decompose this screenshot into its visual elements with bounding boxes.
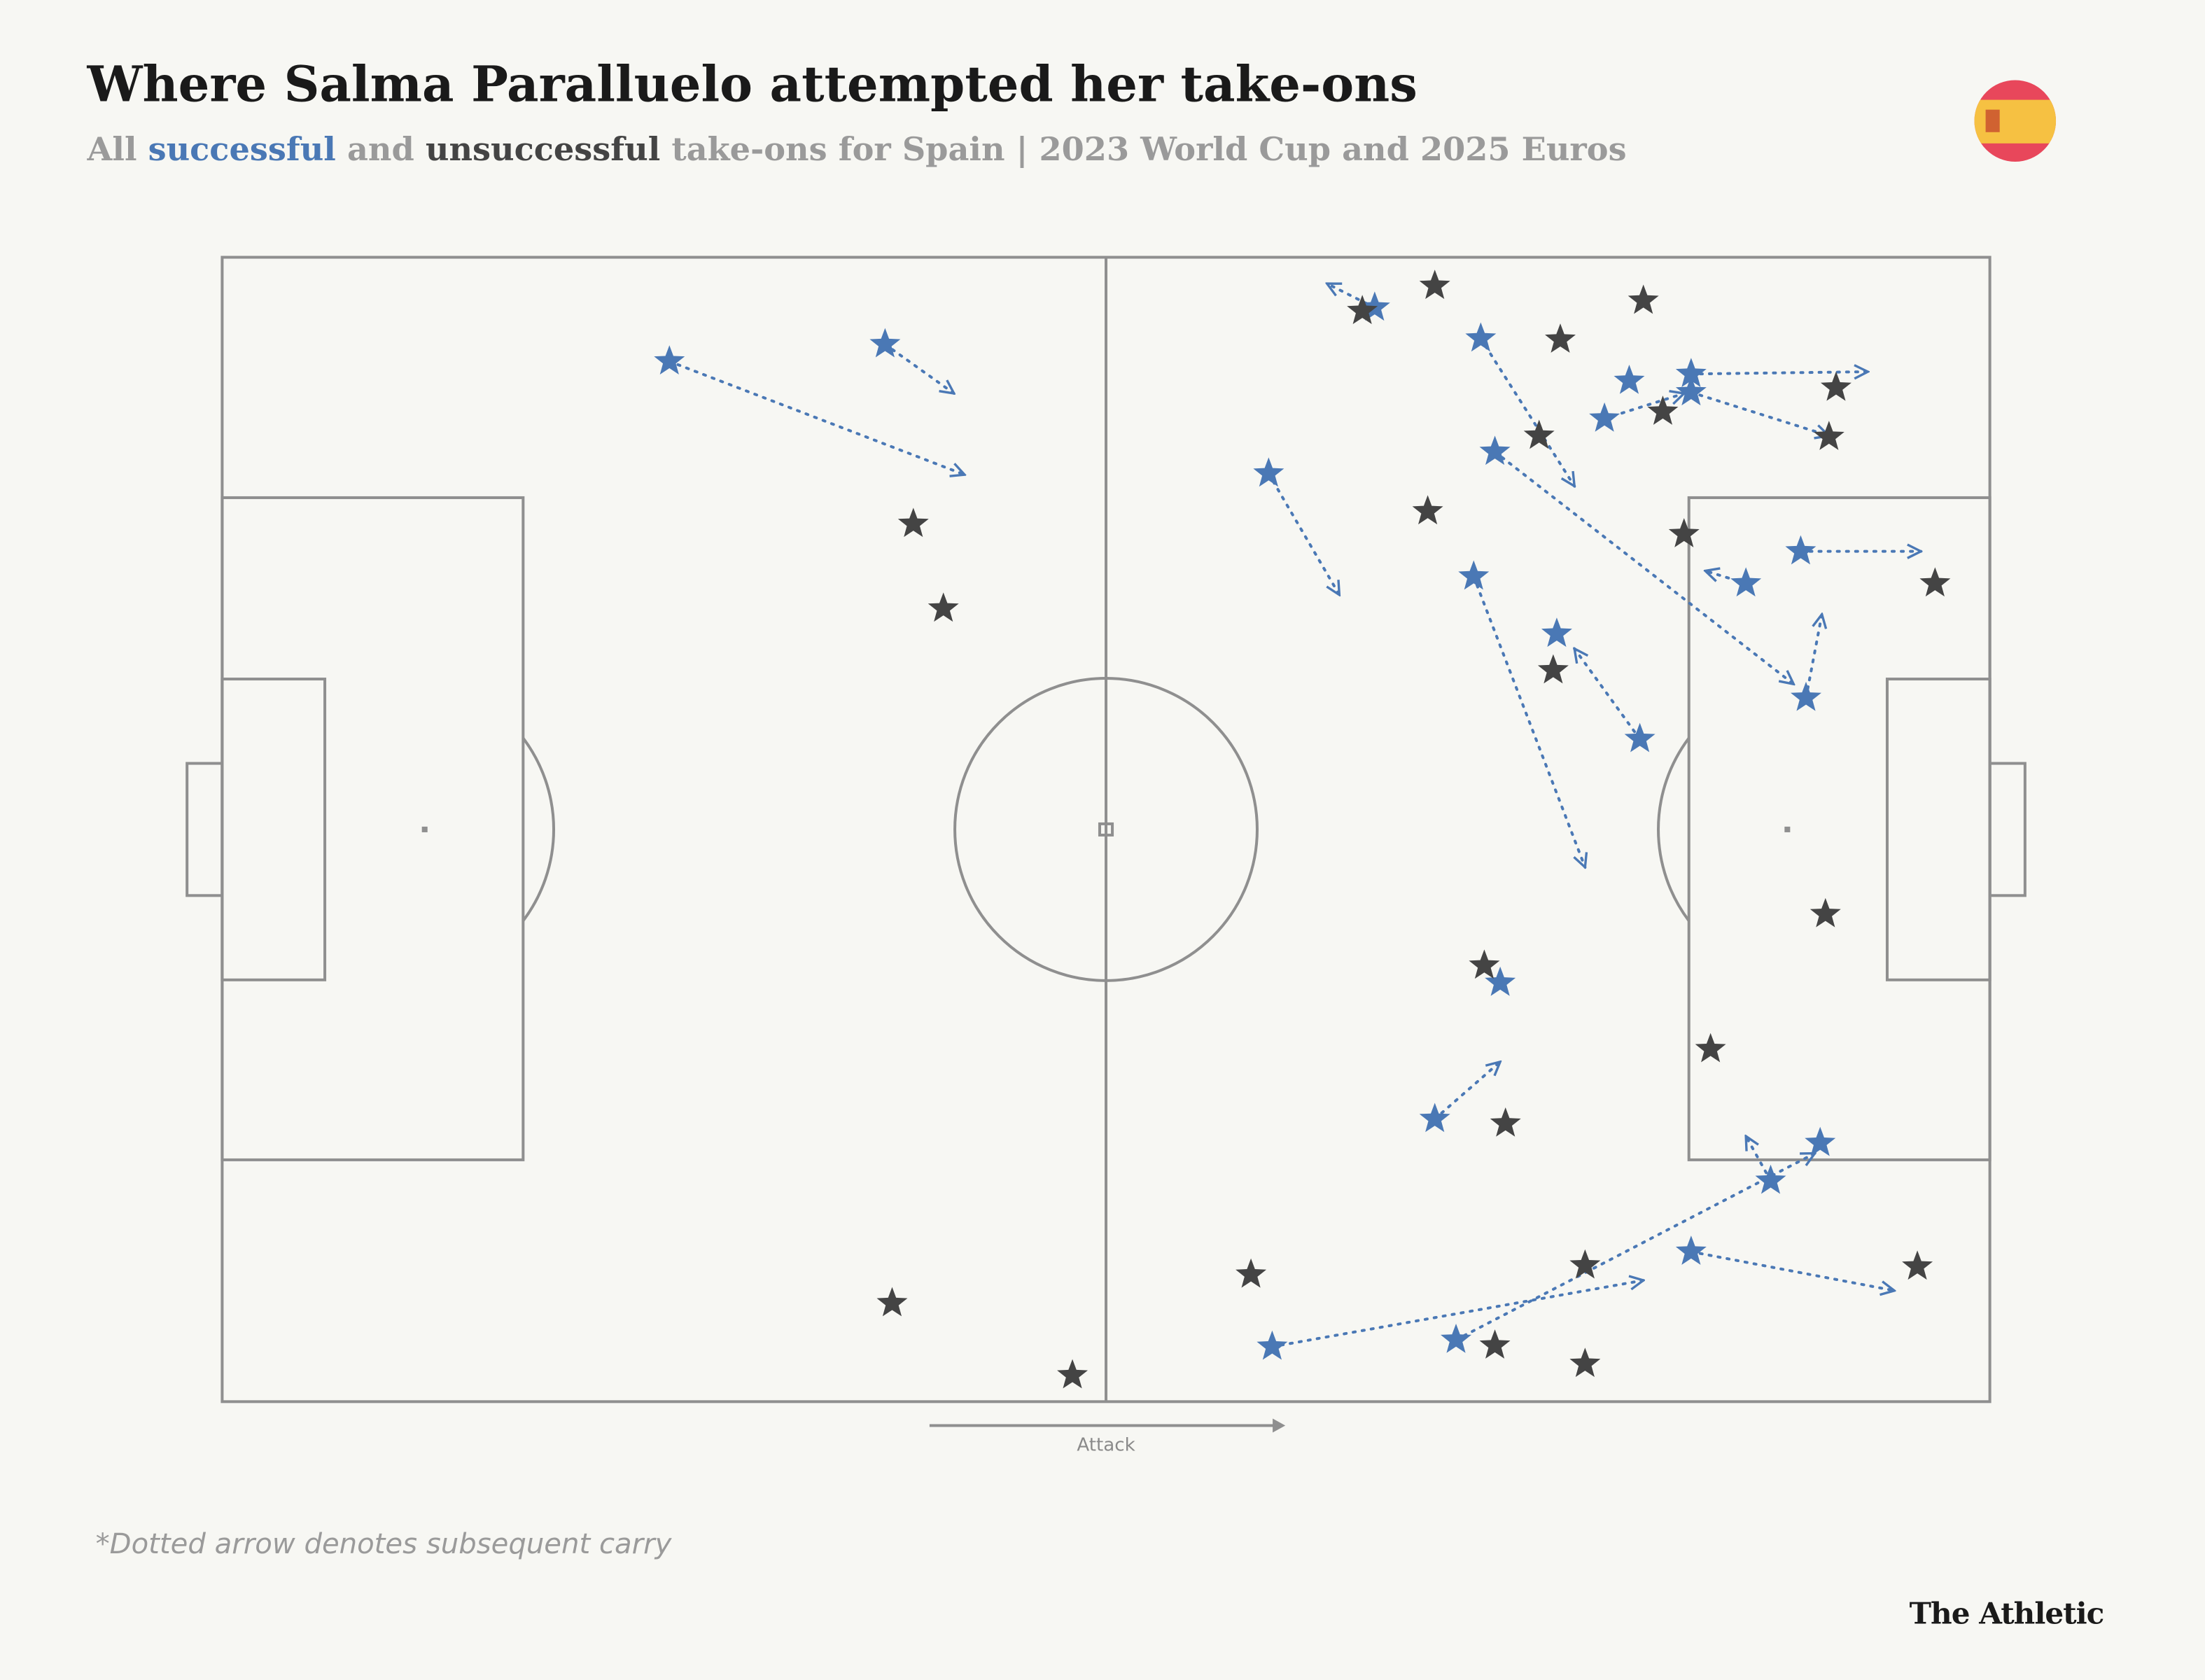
take-on-star xyxy=(1820,371,1851,401)
take-on-star xyxy=(1465,322,1497,352)
chart-title: Where Salma Paralluelo attempted her tak… xyxy=(87,55,1418,113)
carry-arrow xyxy=(1689,391,1829,435)
flag xyxy=(1974,80,2057,162)
take-on-star xyxy=(654,345,685,374)
carry-arrow xyxy=(1472,575,1585,867)
carry-arrow xyxy=(1493,450,1794,684)
take-on-star xyxy=(1785,535,1816,565)
take-on-star xyxy=(1755,1164,1786,1194)
take-on-star xyxy=(897,507,929,538)
take-on-star xyxy=(1347,295,1378,325)
take-on-star xyxy=(1614,364,1645,394)
direction-label: Attack xyxy=(1077,1435,1135,1456)
take-on-star xyxy=(1419,1102,1450,1133)
take-on-star xyxy=(1569,1348,1601,1378)
take-on-star xyxy=(1236,1258,1267,1288)
take-on-star xyxy=(1809,897,1841,927)
take-on-star xyxy=(1569,1249,1601,1279)
subtitle-part: take-ons for Spain | 2023 World Cup and … xyxy=(671,130,1626,168)
take-on-star xyxy=(1419,270,1450,300)
take-on-star xyxy=(1730,567,1762,597)
source-logo: The Athletic xyxy=(1910,1596,2104,1631)
carry-arrow xyxy=(1744,1136,1772,1182)
take-on-star xyxy=(1668,518,1700,547)
take-on-star xyxy=(1791,681,1821,711)
carry-arrow xyxy=(883,342,953,393)
take-on-star xyxy=(1469,949,1500,979)
take-on-star xyxy=(1675,376,1707,406)
carry-arrow xyxy=(1455,1152,1815,1342)
take-on-star xyxy=(1902,1250,1933,1280)
carry-arrow xyxy=(668,360,965,475)
take-on-star xyxy=(1479,1329,1511,1359)
take-on-star xyxy=(1523,419,1555,449)
take-on-star xyxy=(1675,1236,1707,1265)
carry-arrow xyxy=(1479,337,1574,486)
legend-entry: successful xyxy=(148,130,336,168)
take-on-star xyxy=(1490,1107,1521,1137)
footnote: *Dotted arrow denotes subsequent carry xyxy=(96,1528,673,1560)
take-on-star xyxy=(876,1287,908,1317)
take-on-star xyxy=(1256,1330,1288,1360)
take-on-star xyxy=(1485,966,1516,996)
take-on-star xyxy=(1441,1323,1471,1353)
take-on-star xyxy=(869,328,901,358)
take-on-star xyxy=(1541,617,1572,648)
carry-arrow xyxy=(1689,372,1868,374)
take-on-star xyxy=(1458,560,1490,590)
carry-arrow xyxy=(1270,1280,1643,1348)
take-on-star xyxy=(1647,396,1679,425)
chart-subtitle: All successful and unsuccessful take-ons… xyxy=(87,130,1627,168)
take-on-star xyxy=(1628,284,1659,314)
legend-entry: unsuccessful xyxy=(426,130,660,168)
take-on-star xyxy=(1537,654,1569,684)
take-on-star xyxy=(1675,358,1707,387)
carry-arrow xyxy=(1267,472,1341,595)
take-on-star xyxy=(1545,323,1576,353)
take-on-star xyxy=(927,592,959,622)
take-on-star xyxy=(1479,435,1511,465)
pitch xyxy=(186,255,2026,1433)
take-on-star xyxy=(1589,402,1620,432)
carry-arrow xyxy=(1805,615,1822,699)
carry-arrow xyxy=(1705,570,1748,585)
subtitle-part: and xyxy=(347,130,414,168)
carry-arrow xyxy=(1433,1062,1500,1121)
take-on-star xyxy=(1805,1126,1836,1156)
marks xyxy=(654,270,1951,1389)
take-on-star xyxy=(1813,421,1844,450)
carry-arrow xyxy=(1574,649,1642,741)
take-on-star xyxy=(1919,567,1951,597)
carry-arrow xyxy=(1689,1250,1894,1291)
take-on-star xyxy=(1412,495,1443,525)
subtitle-part: All xyxy=(87,130,137,168)
take-on-star xyxy=(1253,457,1284,487)
take-on-star xyxy=(1624,722,1656,752)
take-on-star xyxy=(1057,1359,1088,1389)
take-on-star xyxy=(1695,1032,1726,1063)
